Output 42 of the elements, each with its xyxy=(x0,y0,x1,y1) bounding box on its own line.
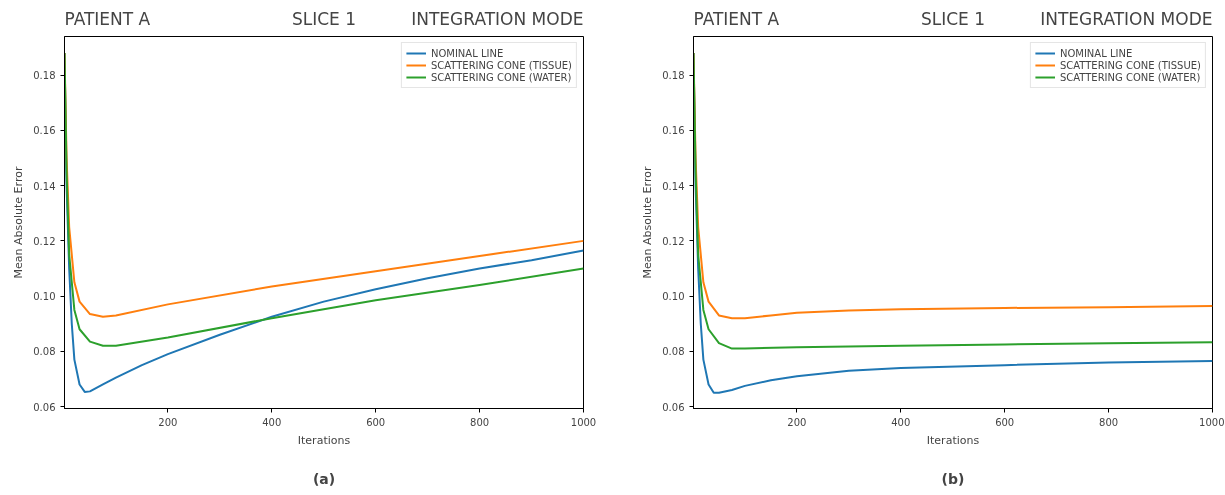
y-tick-label: 0.14 xyxy=(33,180,56,192)
x-tick-label: 800 xyxy=(1099,416,1119,428)
x-tick-label: 1000 xyxy=(1199,416,1225,428)
y-tick-label: 0.18 xyxy=(662,70,685,82)
y-tick-label: 0.16 xyxy=(662,125,685,137)
y-tick-label: 0.06 xyxy=(33,401,56,413)
y-tick-label: 0.12 xyxy=(33,235,56,247)
text: INTEGRATION MODE xyxy=(411,9,584,30)
x-tick-label: 800 xyxy=(470,416,490,428)
legend-label: SCATTERING CONE (TISSUE) xyxy=(430,59,572,71)
x-tick-label: 200 xyxy=(158,416,178,428)
y-tick-label: 0.18 xyxy=(33,70,56,82)
legend-label: NOMINAL LINE xyxy=(1059,47,1133,59)
y-tick-label: 0.16 xyxy=(33,125,56,137)
y-tick-label: 0.08 xyxy=(662,346,685,358)
y-tick-label: 0.10 xyxy=(33,291,56,303)
y-tick-label: 0.06 xyxy=(662,401,685,413)
text: (a) xyxy=(312,470,336,487)
x-tick-label: 600 xyxy=(366,416,386,428)
text: SLICE 1 xyxy=(291,9,357,30)
y-axis-title: Mean Absolute Error xyxy=(641,166,655,279)
text: SLICE 1 xyxy=(920,9,986,30)
text: (b) xyxy=(941,470,965,487)
text: INTEGRATION MODE xyxy=(1040,9,1213,30)
legend-label: NOMINAL LINE xyxy=(430,47,504,59)
x-tick-label: 400 xyxy=(891,416,911,428)
y-tick-label: 0.08 xyxy=(33,346,56,358)
x-tick-label: 600 xyxy=(995,416,1015,428)
legend-label: SCATTERING CONE (WATER) xyxy=(1059,71,1201,83)
x-tick-label: 400 xyxy=(262,416,282,428)
y-tick-label: 0.14 xyxy=(662,180,685,192)
y-tick-label: 0.10 xyxy=(662,291,685,303)
legend-label: SCATTERING CONE (TISSUE) xyxy=(1059,59,1201,71)
x-axis-title: Iterations xyxy=(926,433,980,447)
y-tick-label: 0.12 xyxy=(662,235,685,247)
y-axis-title: Mean Absolute Error xyxy=(12,166,26,279)
x-axis-title: Iterations xyxy=(297,433,351,447)
x-tick-label: 1000 xyxy=(570,416,597,428)
x-tick-label: 200 xyxy=(787,416,807,428)
chart-title: PATIENT A xyxy=(693,9,780,30)
chart-title: PATIENT A xyxy=(64,9,151,30)
legend-label: SCATTERING CONE (WATER) xyxy=(430,71,572,83)
